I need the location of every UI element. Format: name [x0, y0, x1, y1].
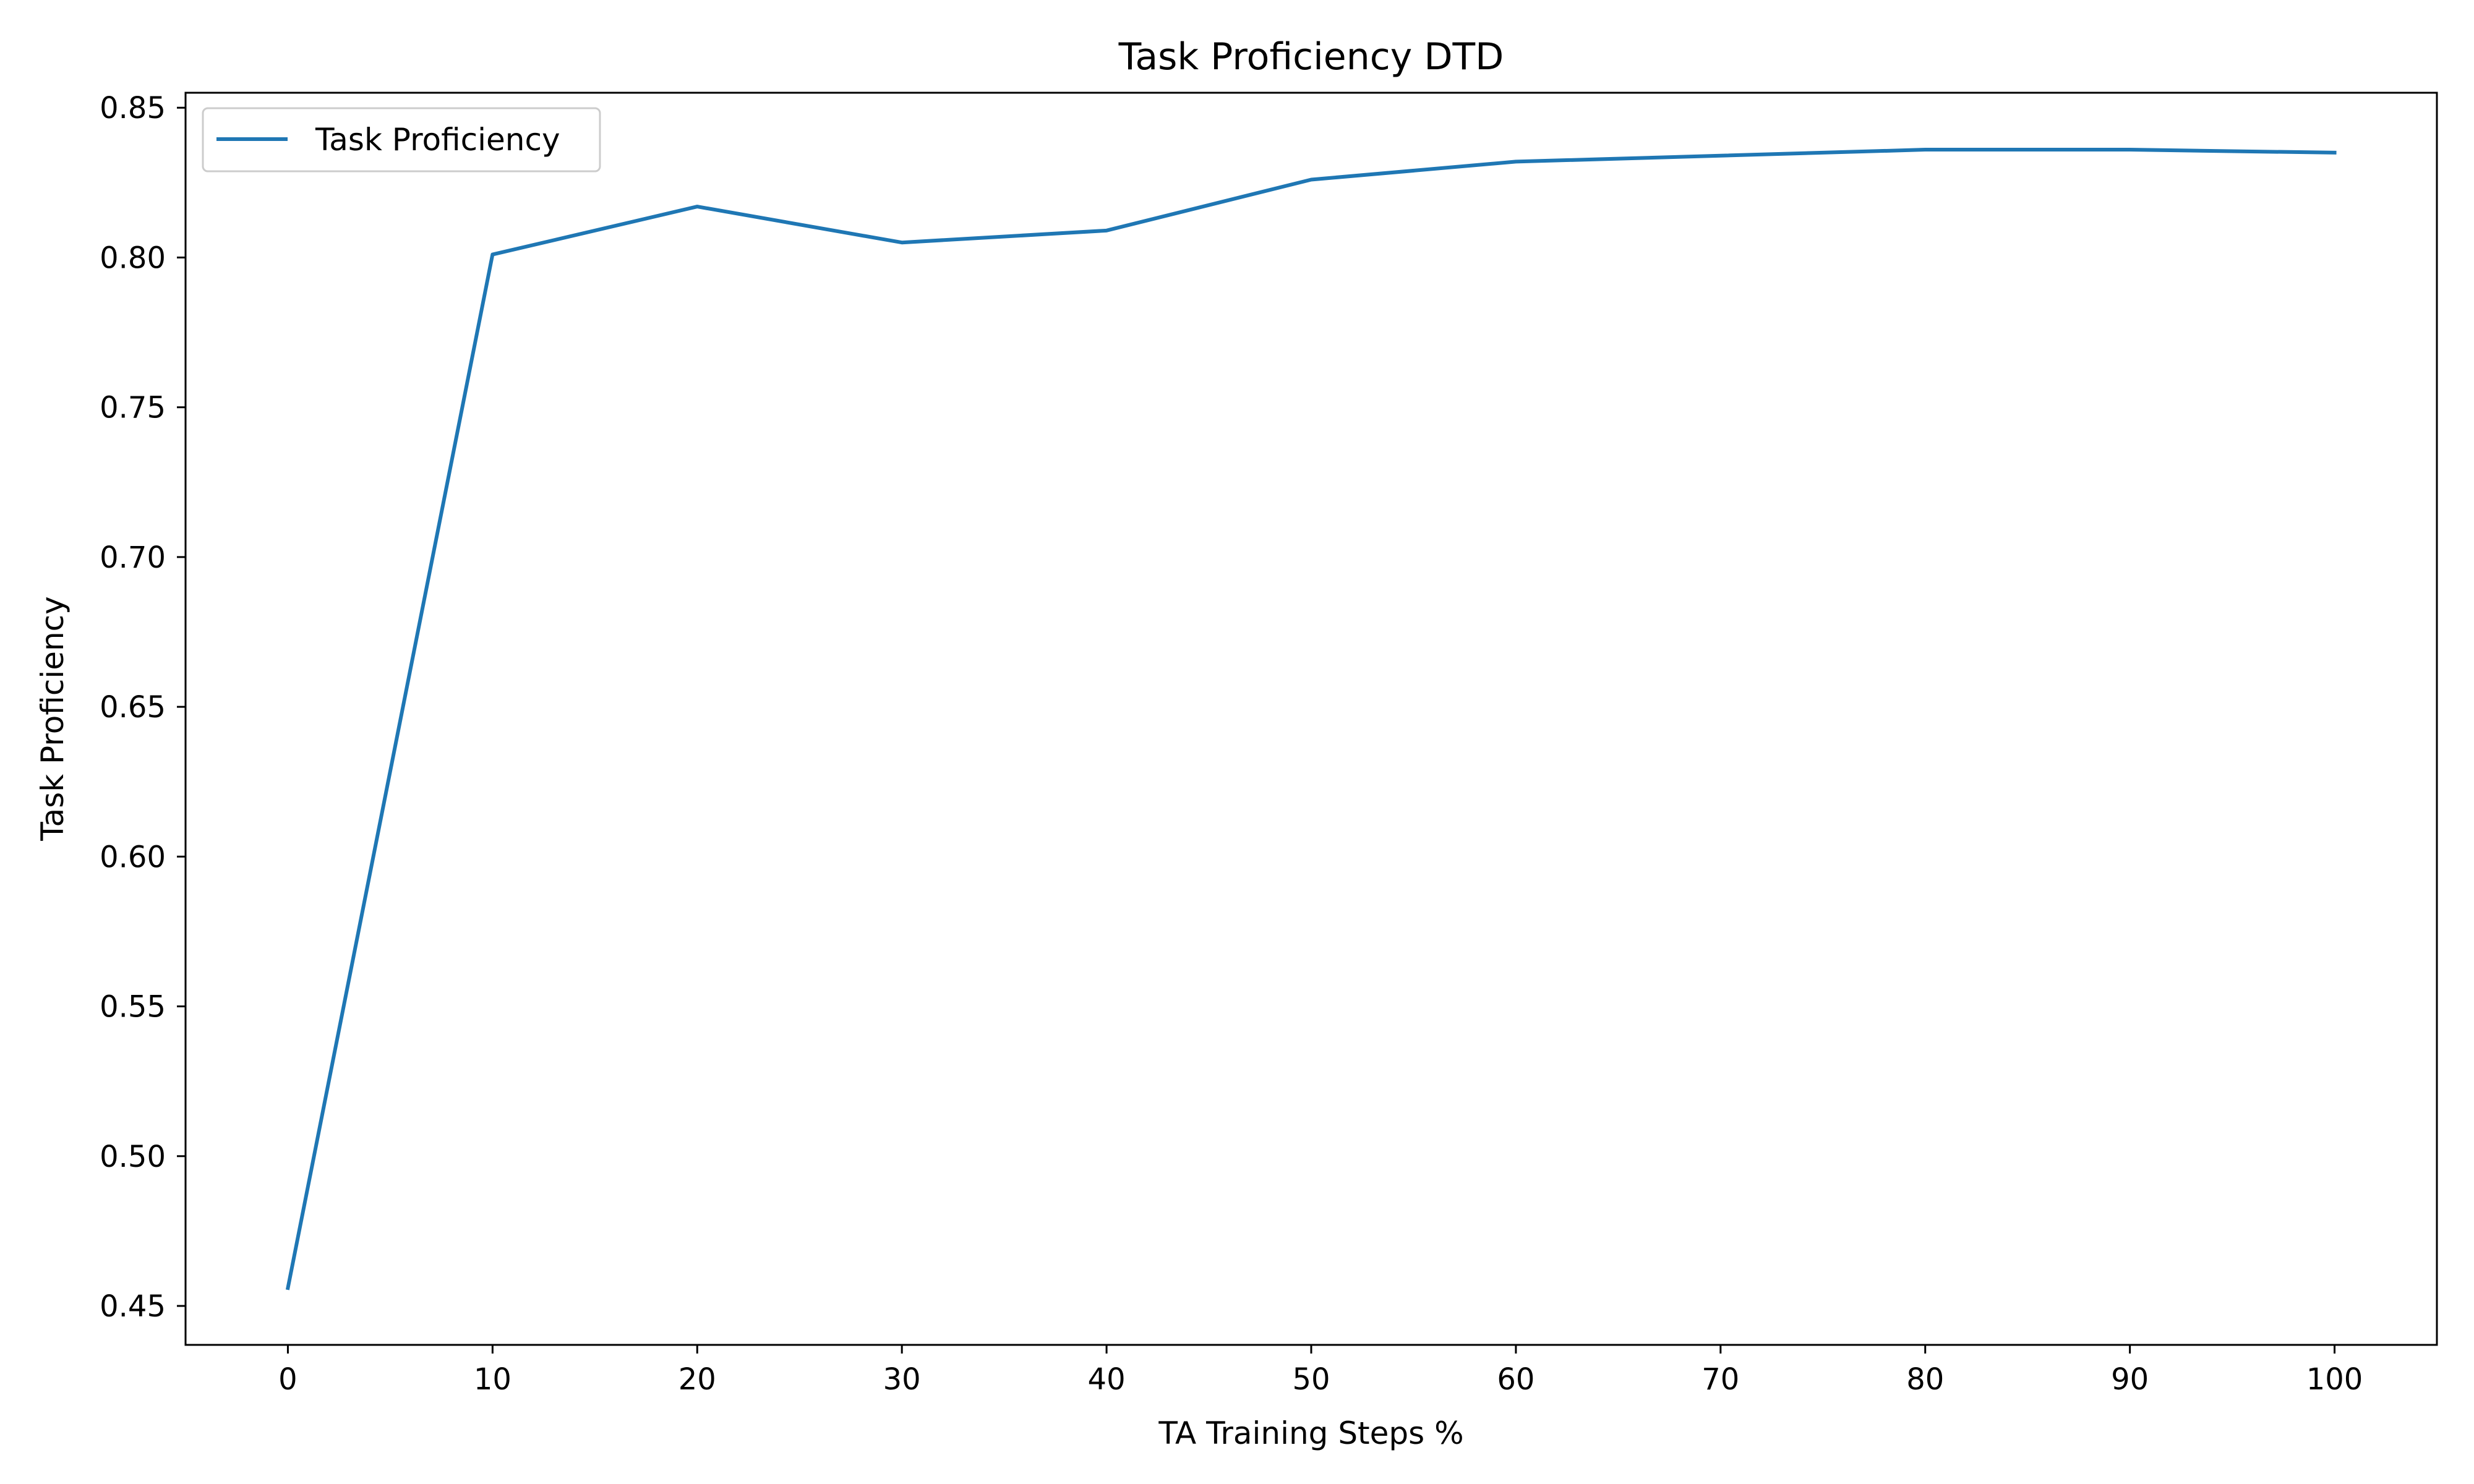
series-line	[285, 148, 2337, 1290]
x-tick-label: 50	[1292, 1362, 1330, 1397]
x-tick-label: 100	[2306, 1362, 2363, 1397]
x-tick-label: 70	[1701, 1362, 1739, 1397]
x-axis: 0 10 20 30 40 50 60 70 80 90 100	[278, 1345, 2363, 1397]
y-tick-label: 0.55	[100, 990, 166, 1025]
x-tick-label: 60	[1497, 1362, 1534, 1397]
y-axis: 0.45 0.50 0.55 0.60 0.65 0.70 0.75 0.80 0.85	[100, 91, 186, 1324]
x-tick-label: 40	[1088, 1362, 1126, 1397]
y-tick-label: 0.45	[100, 1289, 166, 1324]
y-axis-label: Task Proficiency	[35, 596, 71, 842]
legend-label: Task Proficiency	[315, 122, 560, 158]
y-tick-label: 0.65	[100, 690, 166, 725]
plot-area	[184, 92, 2438, 1346]
x-tick-label: 30	[883, 1362, 921, 1397]
legend: Task Proficiency	[202, 107, 601, 173]
y-tick-label: 0.60	[100, 840, 166, 874]
x-tick-label: 80	[1906, 1362, 1944, 1397]
y-tick-label: 0.50	[100, 1140, 166, 1174]
y-tick-label: 0.80	[100, 241, 166, 275]
y-tick-label: 0.70	[100, 540, 166, 575]
x-tick-label: 20	[678, 1362, 716, 1397]
x-axis-label: TA Training Steps %	[1158, 1415, 1463, 1451]
x-tick-label: 10	[474, 1362, 511, 1397]
x-tick-label: 0	[278, 1362, 297, 1397]
y-tick-label: 0.85	[100, 91, 166, 126]
legend-box	[202, 107, 601, 173]
x-tick-label: 90	[2111, 1362, 2149, 1397]
series-layer	[285, 148, 2337, 1290]
chart-title: Task Proficiency DTD	[1118, 35, 1504, 79]
y-tick-label: 0.75	[100, 391, 166, 425]
